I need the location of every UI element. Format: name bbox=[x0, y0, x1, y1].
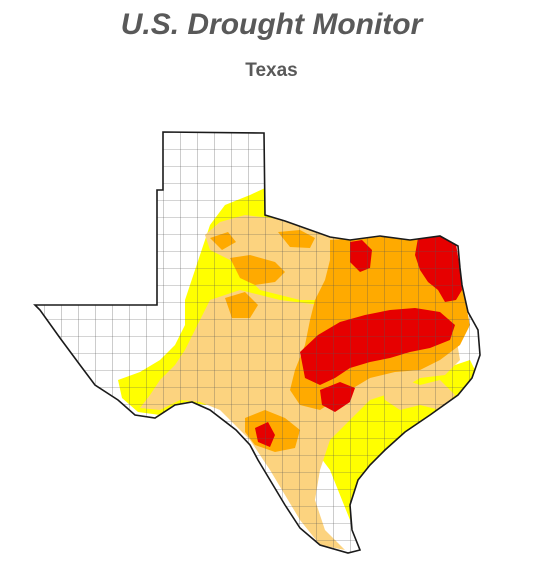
county-boundaries bbox=[35, 132, 480, 553]
texas-drought-map bbox=[33, 131, 481, 554]
state-outline bbox=[33, 131, 481, 554]
page-subtitle: Texas bbox=[245, 60, 298, 81]
page-title: U.S. Drought Monitor bbox=[120, 8, 423, 41]
